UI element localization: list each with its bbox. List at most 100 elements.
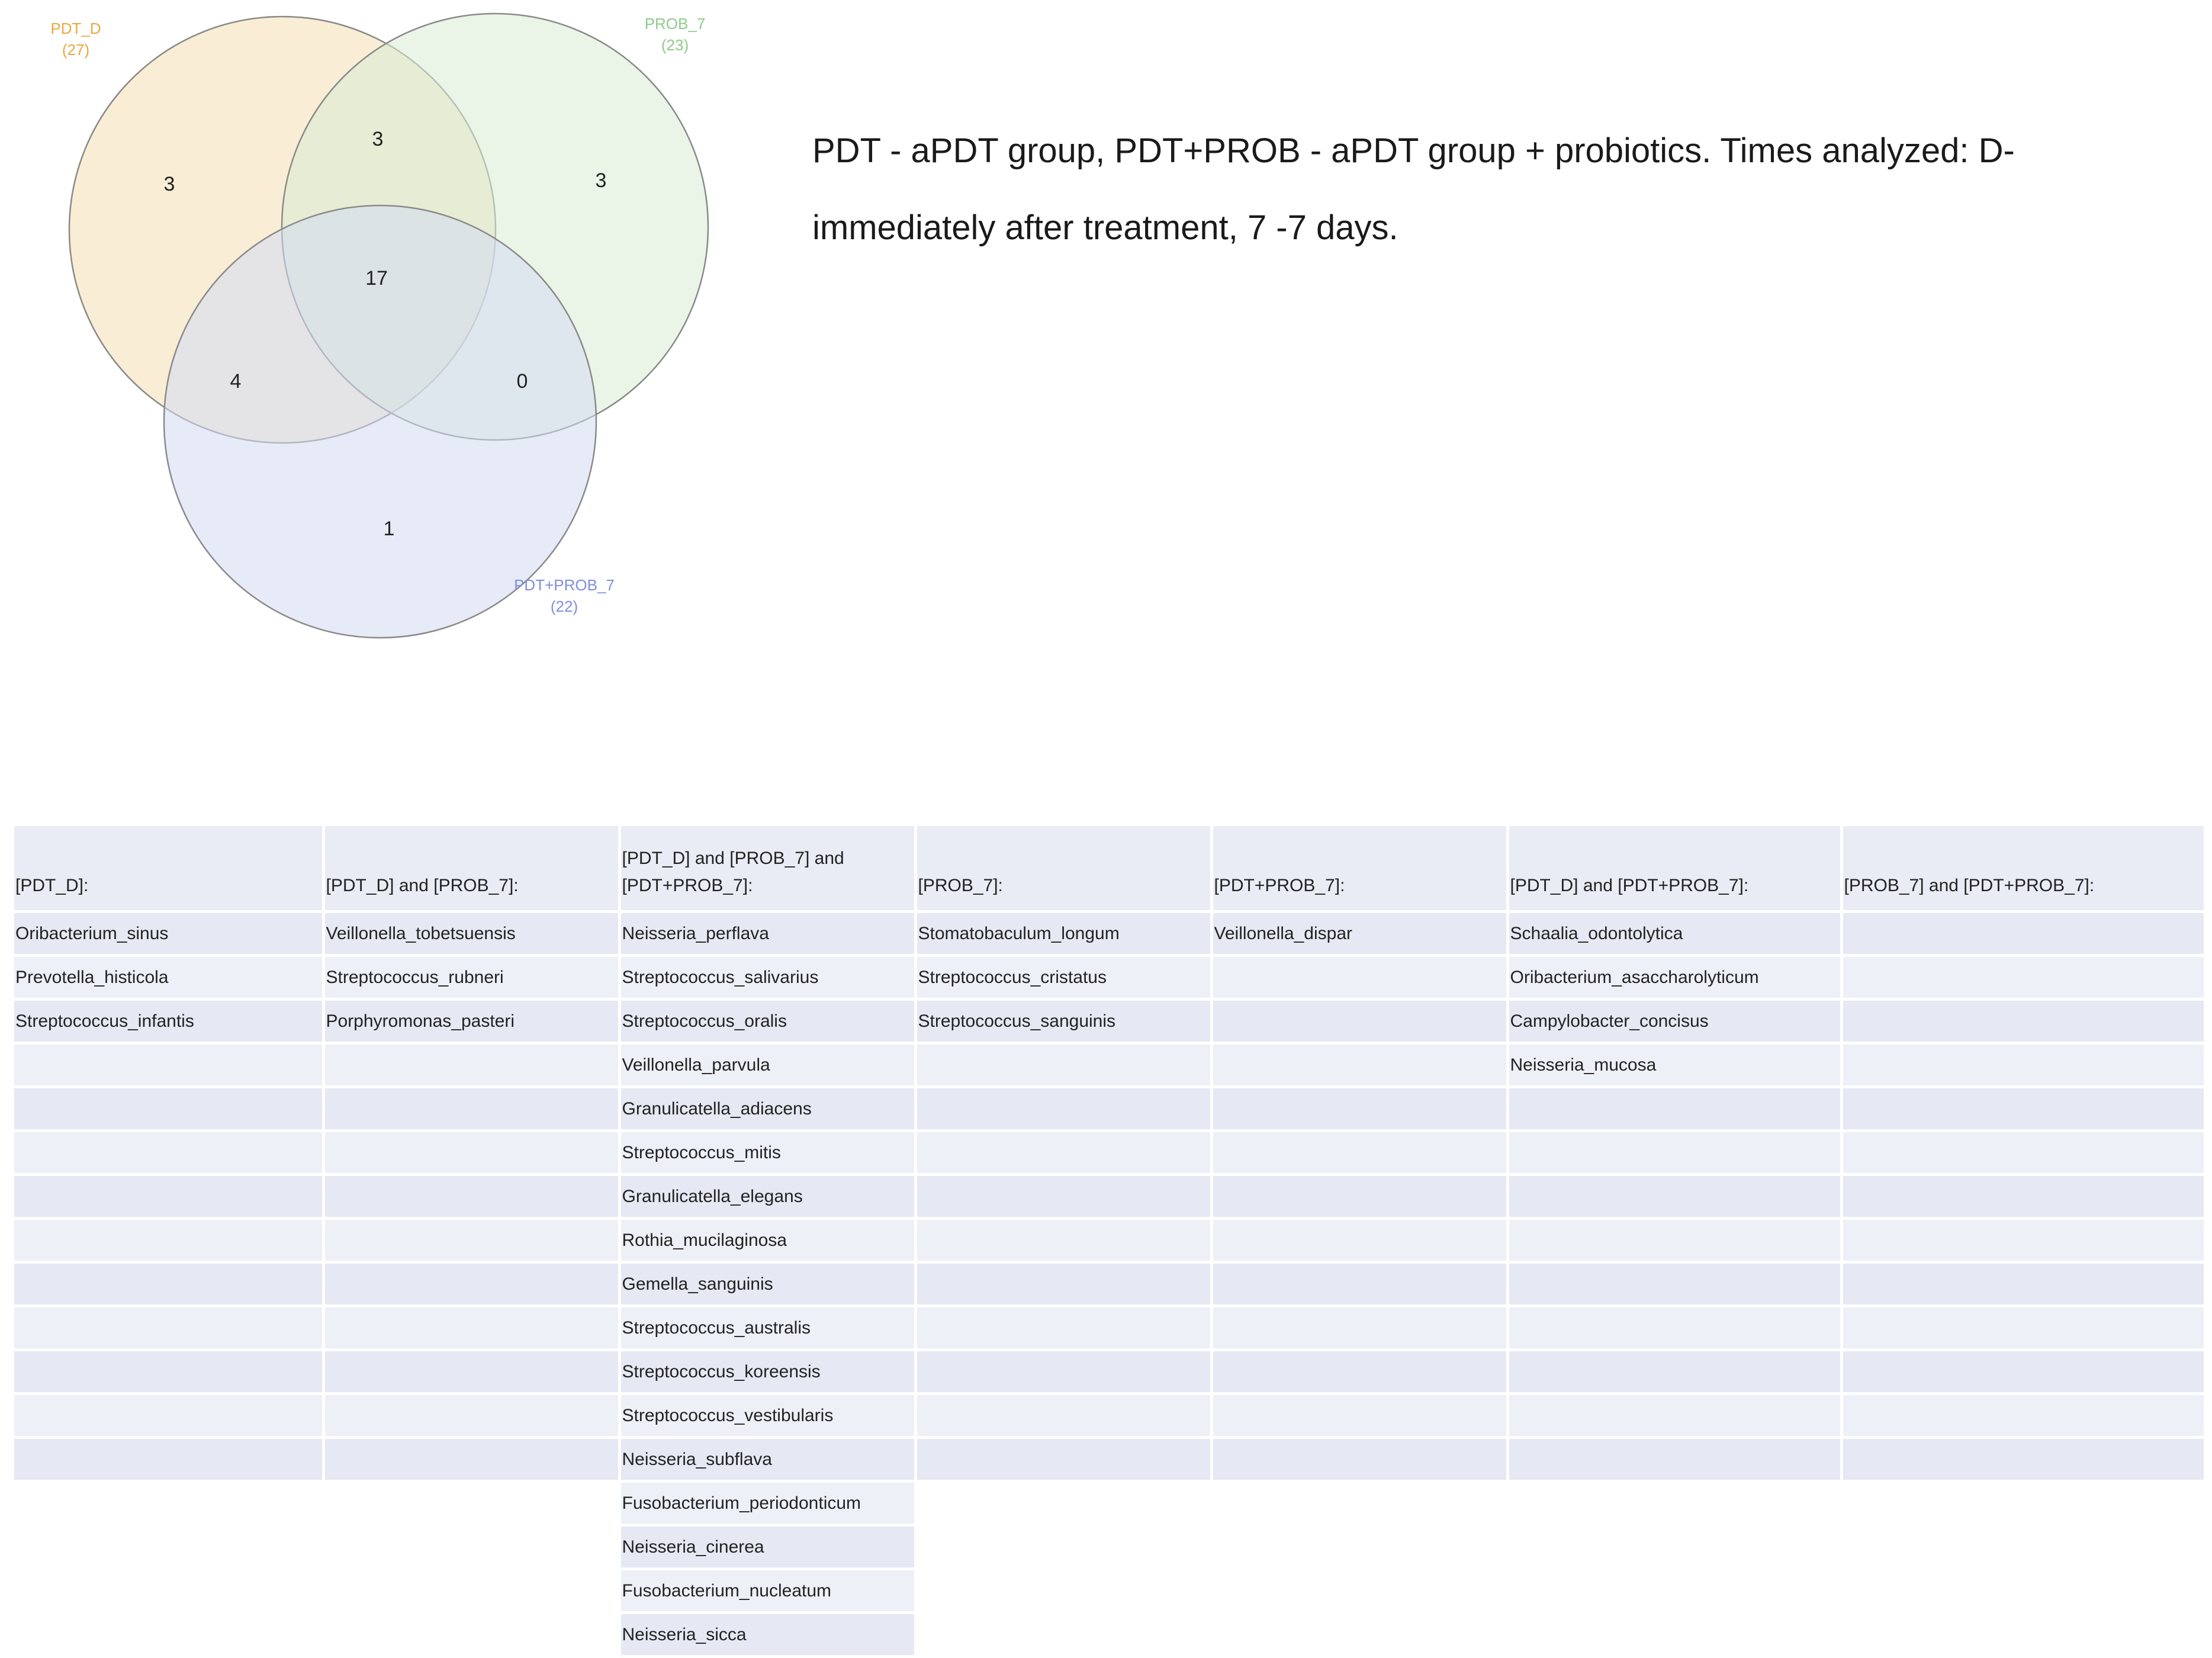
table-cell — [915, 1130, 1213, 1176]
table-cell: Streptococcus_cristatus — [915, 955, 1213, 1001]
table-cell — [14, 1218, 325, 1264]
table-row: Neisseria_cinerea — [14, 1525, 2207, 1570]
table-cell: Fusobacterium_periodonticum — [619, 1481, 917, 1527]
set-label-pdt-prob-7: PDT+PROB_7 — [514, 576, 615, 594]
table-cell — [1841, 1437, 2207, 1483]
table-row: Fusobacterium_periodonticum — [14, 1481, 2207, 1527]
table-cell — [1841, 1525, 2207, 1570]
table-cell — [1841, 1043, 2207, 1088]
table-row: Streptococcus_infantis Porphyromonas_past… — [14, 999, 2207, 1045]
table-cell — [14, 1525, 325, 1570]
set-count-pdt-d: (27) — [62, 41, 89, 59]
region-count-pdt-d-and-prob-7: 3 — [372, 128, 384, 150]
table-row: Granulicatella_elegans — [14, 1174, 2207, 1220]
table-cell: Streptococcus_mitis — [619, 1130, 917, 1176]
table-cell — [915, 1349, 1213, 1395]
table-cell: Neisseria_cinerea — [619, 1525, 917, 1570]
table-cell — [1507, 1525, 1843, 1570]
table-cell: Schaalia_odontolytica — [1507, 911, 1843, 957]
table-row: Oribacterium_sinus Veillonella_tobetsuens… — [14, 911, 2207, 957]
table-cell — [323, 1437, 621, 1483]
table-cell — [14, 1306, 325, 1351]
table-cell — [323, 1306, 621, 1351]
table-cell — [915, 1569, 1213, 1614]
table-cell: Porphyromonas_pasteri — [323, 999, 621, 1045]
table-cell — [1841, 1262, 2207, 1307]
table-cell — [1841, 1349, 2207, 1395]
table-cell — [14, 1174, 325, 1220]
table-cell: Neisseria_subflava — [619, 1437, 917, 1483]
table-cell: Streptococcus_vestibularis — [619, 1393, 917, 1439]
table-cell — [323, 1569, 621, 1614]
venn-circle-pdt-prob-7 — [163, 204, 597, 639]
table-row: Streptococcus_koreensis — [14, 1349, 2207, 1395]
region-count-pdt-d-and-pdt-prob-7: 4 — [230, 370, 242, 393]
table-cell: Streptococcus_rubneri — [323, 955, 621, 1001]
set-count-prob-7: (23) — [661, 36, 689, 54]
table-cell — [323, 1481, 621, 1527]
table-cell — [323, 1612, 621, 1658]
table-cell: Granulicatella_adiacens — [619, 1087, 917, 1132]
table-cell — [915, 1174, 1213, 1220]
header-all-three: [PDT_D] and [PROB_7] and [PDT+PROB_7]: — [619, 826, 917, 913]
table-row: Streptococcus_australis — [14, 1306, 2207, 1351]
table-cell — [1841, 1174, 2207, 1220]
table-cell: Campylobacter_concisus — [1507, 999, 1843, 1045]
table-cell — [1841, 1612, 2207, 1658]
table-cell — [1841, 999, 2207, 1045]
table-cell — [323, 1218, 621, 1264]
header-prob-7: [PROB_7]: — [915, 826, 1213, 913]
table-cell — [1211, 1612, 1509, 1658]
table-cell: Streptococcus_sanguinis — [915, 999, 1213, 1045]
table-cell: Veillonella_tobetsuensis — [323, 911, 621, 957]
table-cell — [915, 1437, 1213, 1483]
table-cell — [14, 1393, 325, 1439]
table-cell — [14, 1043, 325, 1088]
set-count-pdt-prob-7: (22) — [551, 597, 578, 615]
table-cell — [1841, 1481, 2207, 1527]
table-cell: Rothia_mucilaginosa — [619, 1218, 917, 1264]
table-cell: Prevotella_histicola — [14, 955, 325, 1001]
region-count-all-three: 17 — [365, 267, 388, 290]
table-cell — [1507, 1569, 1843, 1614]
table-cell — [1211, 1262, 1509, 1307]
region-count-prob-7-only: 3 — [596, 169, 607, 192]
table-cell — [323, 1393, 621, 1439]
table-cell — [1211, 1569, 1509, 1614]
set-label-pdt-d: PDT_D — [50, 20, 101, 37]
table-row: Veillonella_parvula Neisseria_mucosa — [14, 1043, 2207, 1088]
table-row: Gemella_sanguinis — [14, 1262, 2207, 1307]
table-row: Streptococcus_mitis — [14, 1130, 2207, 1176]
table-cell — [915, 1043, 1213, 1088]
table-row: Streptococcus_vestibularis — [14, 1393, 2207, 1439]
table-cell — [1841, 1306, 2207, 1351]
table-cell — [1211, 1174, 1509, 1220]
table-cell: Streptococcus_oralis — [619, 999, 917, 1045]
table-cell — [915, 1393, 1213, 1439]
table-cell — [323, 1262, 621, 1307]
header-pdt-d: [PDT_D]: — [14, 826, 325, 913]
table-cell — [1841, 1087, 2207, 1132]
header-prob-7-and-pdt-prob-7: [PROB_7] and [PDT+PROB_7]: — [1841, 826, 2207, 913]
table-cell — [1841, 911, 2207, 957]
table-cell — [14, 1087, 325, 1132]
table-cell — [1211, 1349, 1509, 1395]
table-cell — [915, 1525, 1213, 1570]
table-cell — [323, 1130, 621, 1176]
table-cell: Gemella_sanguinis — [619, 1262, 917, 1307]
table-row: Fusobacterium_nucleatum — [14, 1569, 2207, 1614]
table-cell — [915, 1612, 1213, 1658]
table-row: Neisseria_subflava — [14, 1437, 2207, 1483]
table-cell — [915, 1087, 1213, 1132]
table-cell: Veillonella_dispar — [1211, 911, 1509, 957]
table-cell — [1211, 999, 1509, 1045]
table-cell: Fusobacterium_nucleatum — [619, 1569, 917, 1614]
table-cell — [1211, 1437, 1509, 1483]
table-cell — [1841, 1130, 2207, 1176]
table-cell: Streptococcus_salivarius — [619, 955, 917, 1001]
table-cell: Granulicatella_elegans — [619, 1174, 917, 1220]
table-cell: Oribacterium_sinus — [14, 911, 325, 957]
table-cell — [1507, 1612, 1843, 1658]
table-cell — [1507, 1262, 1843, 1307]
table-cell — [1507, 1218, 1843, 1264]
